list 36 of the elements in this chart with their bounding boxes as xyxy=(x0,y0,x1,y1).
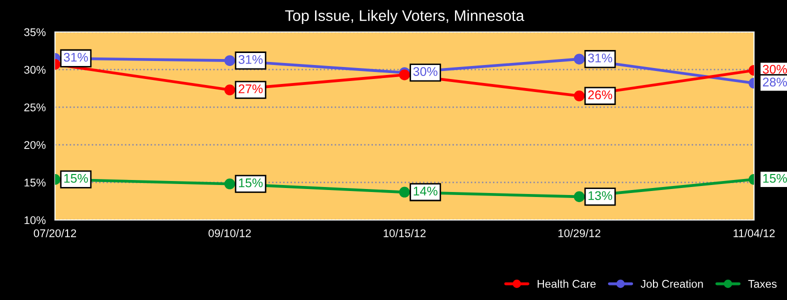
point xyxy=(224,55,236,66)
point xyxy=(224,178,236,190)
data-label: 15% xyxy=(239,178,263,188)
legend-label: Job Creation xyxy=(640,280,703,288)
point xyxy=(399,69,410,80)
x-tick-label: 07/20/12 xyxy=(34,229,76,238)
point xyxy=(399,186,410,198)
point xyxy=(574,191,585,202)
x-tick-label: 11/04/12 xyxy=(734,229,775,238)
y-tick-label: 35% xyxy=(24,28,46,36)
x-tick-label: 09/10/12 xyxy=(208,229,251,238)
point xyxy=(574,54,585,64)
chart-title: Top Issue, Likely Voters, Minnesota xyxy=(285,10,524,24)
y-tick-label: 10% xyxy=(24,216,46,224)
data-label: 31% xyxy=(238,55,263,64)
data-label: 13% xyxy=(588,191,612,200)
y-tick-label: 30% xyxy=(24,66,46,74)
y-tick-label: 25% xyxy=(24,103,46,112)
data-label: 14% xyxy=(414,186,438,196)
point xyxy=(574,90,585,102)
data-label: 31% xyxy=(588,54,612,62)
data-label: 31% xyxy=(64,52,88,62)
data-label: 15% xyxy=(64,174,88,183)
legend-label: Health Care xyxy=(538,280,596,288)
data-label: 30% xyxy=(762,64,787,74)
data-label: 15% xyxy=(763,174,787,183)
point xyxy=(224,84,236,96)
y-tick-label: 15% xyxy=(24,178,46,187)
data-label: 28% xyxy=(762,78,787,86)
legend-label: Taxes xyxy=(748,280,777,288)
x-tick-label: 10/29/12 xyxy=(558,229,600,238)
data-label: 30% xyxy=(413,67,438,76)
data-label: 27% xyxy=(238,84,263,94)
data-label: 26% xyxy=(588,90,612,100)
y-tick-label: 20% xyxy=(24,141,46,149)
x-tick-label: 10/15/12 xyxy=(384,229,426,238)
